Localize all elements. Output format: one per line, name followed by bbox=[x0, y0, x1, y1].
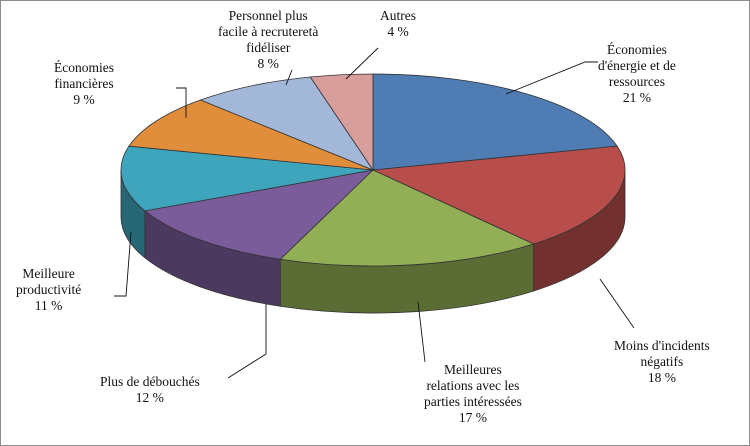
leader-line-7 bbox=[345, 47, 379, 80]
leader-line-3 bbox=[227, 304, 267, 379]
leader-line-4 bbox=[114, 231, 132, 297]
slice-label-debouches: Plus de débouchés 12 % bbox=[100, 374, 200, 405]
pie-slice-5 bbox=[128, 99, 374, 171]
leader-line-5 bbox=[176, 87, 187, 118]
leader-line-6 bbox=[285, 69, 293, 86]
pie-slice-3 bbox=[144, 169, 375, 260]
pie-slice-4 bbox=[120, 145, 374, 212]
slice-label-relations: Meilleures relations avec les parties in… bbox=[424, 362, 522, 425]
slice-label-incidents: Moins d'incidents négatifs 18 % bbox=[614, 338, 710, 385]
pie-tops bbox=[120, 73, 626, 267]
leader-line-2 bbox=[417, 301, 426, 363]
slice-label-autres: Autres 4 % bbox=[380, 8, 416, 39]
leader-line-0 bbox=[505, 61, 598, 95]
leader-line-1 bbox=[599, 278, 635, 329]
slice-label-energie: Économies d'énergie et de ressources 21 % bbox=[598, 42, 676, 105]
slice-label-financieres: Économies financières 9 % bbox=[54, 60, 114, 107]
pie-slice-1 bbox=[371, 145, 626, 245]
pie-slice-7 bbox=[309, 73, 374, 172]
slice-label-personnel: Personnel plus facile à recruteretà fidé… bbox=[218, 8, 319, 71]
pie-slice-6 bbox=[199, 76, 375, 171]
slice-label-productivite: Meilleure productivité 11 % bbox=[16, 266, 82, 313]
pie-slice-0 bbox=[372, 73, 618, 171]
pie-slice-2 bbox=[279, 169, 535, 267]
leader-lines bbox=[114, 47, 635, 379]
